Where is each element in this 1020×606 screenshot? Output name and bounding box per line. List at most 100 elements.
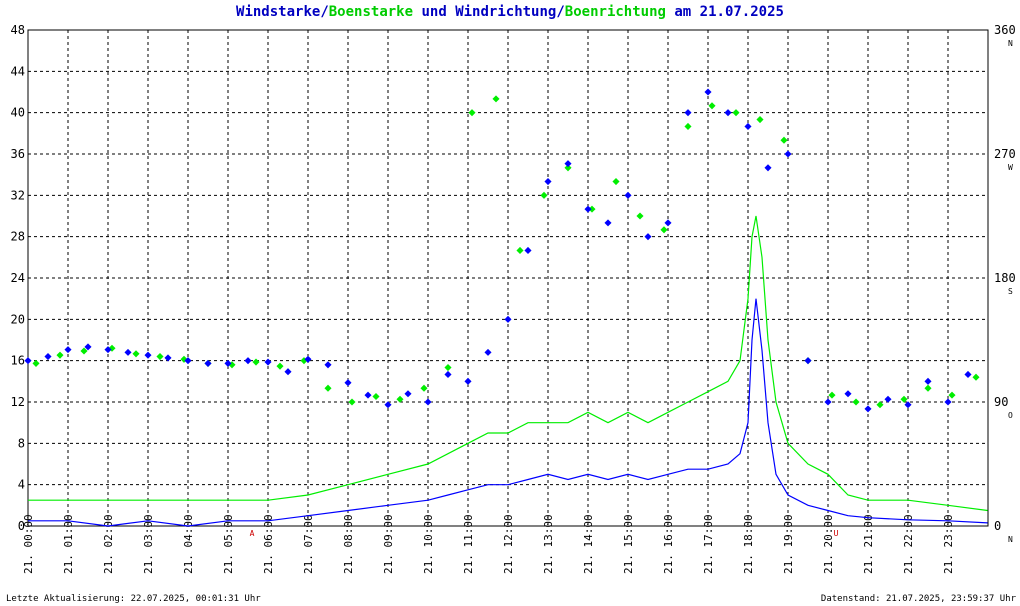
y-right-tick-label: 0 xyxy=(994,519,1001,533)
data-point xyxy=(852,398,860,406)
data-point xyxy=(972,373,980,381)
x-tick-label: 21. 19:00 xyxy=(782,514,795,574)
y-left-tick-label: 4 xyxy=(18,478,25,492)
x-tick-label: 21. 10:00 xyxy=(422,514,435,574)
data-point xyxy=(844,390,852,398)
series-boenstarke xyxy=(28,215,988,512)
data-point xyxy=(724,109,732,117)
data-point xyxy=(84,343,92,351)
y-left-tick-label: 28 xyxy=(11,230,25,244)
data-point xyxy=(424,398,432,406)
data-point xyxy=(704,88,712,96)
x-tick-label: 21. 12:00 xyxy=(502,514,515,574)
data-point xyxy=(684,122,692,130)
data-point xyxy=(56,351,64,359)
data-point xyxy=(484,348,492,356)
data-point xyxy=(464,377,472,385)
data-point xyxy=(420,384,428,392)
x-tick-label: 21. 11:00 xyxy=(462,514,475,574)
data-point xyxy=(244,357,252,365)
data-point xyxy=(756,116,764,124)
data-point xyxy=(732,109,740,117)
data-point xyxy=(284,368,292,376)
x-tick-label: 21. 04:00 xyxy=(182,514,195,574)
data-point xyxy=(156,352,164,361)
y-left-tick-label: 0 xyxy=(18,519,25,533)
data-point xyxy=(104,346,112,354)
data-point xyxy=(948,391,956,399)
data-point xyxy=(584,205,592,213)
data-point xyxy=(324,361,332,369)
data-point xyxy=(900,395,908,403)
x-tick-label: 21. 02:00 xyxy=(102,514,115,574)
data-point xyxy=(348,398,356,406)
x-tick-label: 21. 14:00 xyxy=(582,514,595,574)
y-left-tick-label: 8 xyxy=(18,436,25,450)
data-point xyxy=(684,109,692,117)
data-point xyxy=(144,351,152,359)
y-right-direction-letter: W xyxy=(1008,163,1013,172)
data-point xyxy=(384,401,392,409)
data-point xyxy=(396,395,404,403)
time-marker-label: A xyxy=(250,529,255,538)
title-windstarke: Windstarke xyxy=(236,4,321,20)
x-tick-label: 21. 20:00 xyxy=(822,514,835,574)
series-line xyxy=(28,215,988,512)
x-tick-label: 21. 03:00 xyxy=(142,514,155,574)
y-right-tick-label: 180 xyxy=(994,271,1016,285)
data-point xyxy=(824,398,832,406)
data-point xyxy=(524,246,532,254)
y-right-tick-label: 90 xyxy=(994,395,1008,409)
data-point xyxy=(764,164,772,172)
title-und: und xyxy=(413,4,456,20)
data-point xyxy=(32,359,40,367)
data-point xyxy=(644,233,652,241)
y-left-tick-label: 40 xyxy=(11,106,25,120)
title-windrichtung: Windrichtung xyxy=(455,4,557,20)
data-point xyxy=(624,191,632,199)
y-right-tick-label: 270 xyxy=(994,147,1016,161)
x-tick-label: 21. 13:00 xyxy=(542,514,555,574)
x-tick-label: 21. 07:00 xyxy=(302,514,315,574)
data-point xyxy=(344,379,352,387)
last-update-text: Letzte Aktualisierung: 22.07.2025, 00:01… xyxy=(6,594,261,604)
data-point xyxy=(184,357,192,365)
title-boenrichtung: Boenrichtung xyxy=(564,4,666,20)
x-tick-label: 21. 22:00 xyxy=(902,514,915,574)
data-point xyxy=(204,359,212,367)
y-right-direction-letter: S xyxy=(1008,287,1013,296)
data-point xyxy=(924,377,932,385)
series-line xyxy=(28,298,988,527)
data-point xyxy=(132,350,140,358)
data-point xyxy=(828,391,836,399)
data-point xyxy=(636,212,644,220)
x-tick-label: 21. 15:00 xyxy=(622,514,635,574)
y-left-tick-label: 32 xyxy=(11,188,25,202)
data-point xyxy=(964,370,972,378)
data-point xyxy=(564,164,572,172)
data-point xyxy=(708,102,716,110)
title-boenstarke: Boenstarke xyxy=(328,4,414,20)
data-point xyxy=(224,359,232,367)
data-point xyxy=(516,246,524,254)
data-point xyxy=(924,384,932,392)
data-point xyxy=(604,219,612,227)
y-left-tick-label: 20 xyxy=(11,312,25,326)
data-point xyxy=(864,405,872,413)
x-tick-label: 21. 00:00 xyxy=(22,514,35,574)
data-point xyxy=(276,362,284,370)
data-point xyxy=(124,348,132,356)
data-point xyxy=(784,150,792,158)
series-windstarke xyxy=(28,298,988,527)
data-point xyxy=(64,346,72,354)
title-date: am 21.07.2025 xyxy=(665,4,784,20)
data-point xyxy=(780,136,788,144)
series-windrichtung xyxy=(24,88,972,413)
data-point xyxy=(304,355,312,363)
x-tick-label: 21. 17:00 xyxy=(702,514,715,574)
x-tick-label: 21. 23:00 xyxy=(942,514,955,574)
time-marker-label: U xyxy=(834,529,839,538)
y-left-tick-label: 44 xyxy=(11,64,25,78)
y-right-tick-label: 360 xyxy=(994,23,1016,37)
